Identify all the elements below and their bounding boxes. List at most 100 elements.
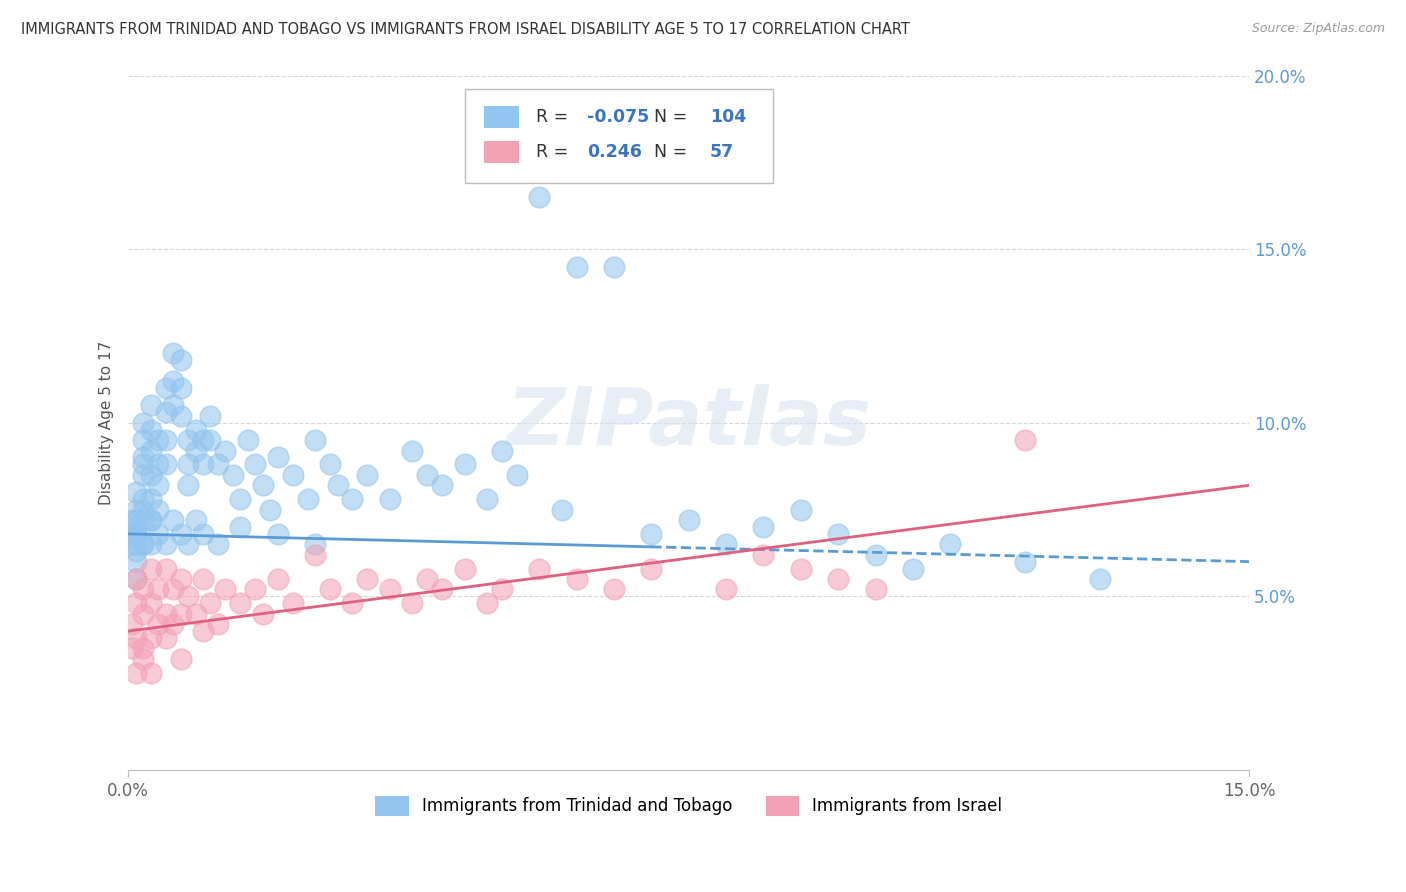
Point: [1014, 555, 1036, 569]
Point: [565, 572, 588, 586]
Point: [252, 478, 274, 492]
Point: [491, 443, 513, 458]
Point: [155, 381, 177, 395]
Point: [304, 548, 326, 562]
Point: [139, 631, 162, 645]
Point: [177, 433, 200, 447]
Point: [132, 652, 155, 666]
Point: [304, 433, 326, 447]
Point: [281, 596, 304, 610]
Point: [319, 458, 342, 472]
Text: -0.075: -0.075: [586, 108, 650, 126]
Point: [752, 520, 775, 534]
Point: [139, 665, 162, 680]
Point: [200, 433, 222, 447]
Point: [640, 561, 662, 575]
Point: [229, 596, 252, 610]
Text: IMMIGRANTS FROM TRINIDAD AND TOBAGO VS IMMIGRANTS FROM ISRAEL DISABILITY AGE 5 T: IMMIGRANTS FROM TRINIDAD AND TOBAGO VS I…: [21, 22, 910, 37]
Point: [200, 409, 222, 423]
Point: [169, 527, 191, 541]
Point: [640, 527, 662, 541]
Point: [252, 607, 274, 621]
Point: [245, 582, 267, 597]
Point: [184, 513, 207, 527]
Point: [139, 467, 162, 482]
Point: [132, 513, 155, 527]
Point: [146, 617, 169, 632]
Point: [121, 527, 143, 541]
Point: [132, 537, 155, 551]
Point: [155, 537, 177, 551]
Point: [827, 572, 849, 586]
Point: [132, 450, 155, 465]
Point: [139, 561, 162, 575]
Point: [236, 433, 259, 447]
Point: [162, 346, 184, 360]
Point: [169, 652, 191, 666]
Point: [191, 527, 214, 541]
Point: [259, 502, 281, 516]
Point: [790, 502, 813, 516]
Point: [121, 617, 143, 632]
Point: [125, 527, 148, 541]
Point: [603, 582, 626, 597]
Point: [125, 572, 148, 586]
Point: [162, 398, 184, 412]
Point: [529, 561, 551, 575]
Point: [401, 443, 423, 458]
Text: R =: R =: [536, 108, 574, 126]
Point: [356, 467, 378, 482]
FancyBboxPatch shape: [464, 89, 773, 183]
Point: [529, 190, 551, 204]
Point: [132, 458, 155, 472]
Point: [790, 561, 813, 575]
FancyBboxPatch shape: [484, 141, 519, 163]
Point: [139, 513, 162, 527]
Point: [939, 537, 962, 551]
Point: [177, 590, 200, 604]
Point: [132, 537, 155, 551]
Point: [453, 561, 475, 575]
Point: [125, 502, 148, 516]
Point: [304, 537, 326, 551]
Point: [603, 260, 626, 274]
Point: [229, 520, 252, 534]
Point: [132, 582, 155, 597]
Point: [565, 260, 588, 274]
Point: [139, 596, 162, 610]
Point: [378, 492, 401, 507]
Point: [281, 467, 304, 482]
Point: [125, 555, 148, 569]
Point: [125, 572, 148, 586]
Point: [139, 513, 162, 527]
Point: [475, 492, 498, 507]
Point: [184, 423, 207, 437]
Point: [169, 607, 191, 621]
Text: 57: 57: [710, 143, 734, 161]
Point: [155, 433, 177, 447]
Point: [200, 596, 222, 610]
Point: [453, 458, 475, 472]
Point: [207, 537, 229, 551]
Point: [121, 641, 143, 656]
Point: [125, 631, 148, 645]
Point: [184, 443, 207, 458]
Point: [430, 478, 453, 492]
Point: [714, 537, 737, 551]
Point: [222, 467, 245, 482]
Point: [125, 596, 148, 610]
Point: [139, 398, 162, 412]
Point: [177, 458, 200, 472]
Text: Source: ZipAtlas.com: Source: ZipAtlas.com: [1251, 22, 1385, 36]
Point: [146, 458, 169, 472]
Point: [191, 624, 214, 639]
Point: [214, 582, 236, 597]
Point: [125, 513, 148, 527]
Text: 0.246: 0.246: [586, 143, 641, 161]
Point: [125, 665, 148, 680]
Point: [229, 492, 252, 507]
Legend: Immigrants from Trinidad and Tobago, Immigrants from Israel: Immigrants from Trinidad and Tobago, Imm…: [367, 787, 1011, 824]
Point: [1014, 433, 1036, 447]
Point: [132, 607, 155, 621]
Point: [752, 548, 775, 562]
